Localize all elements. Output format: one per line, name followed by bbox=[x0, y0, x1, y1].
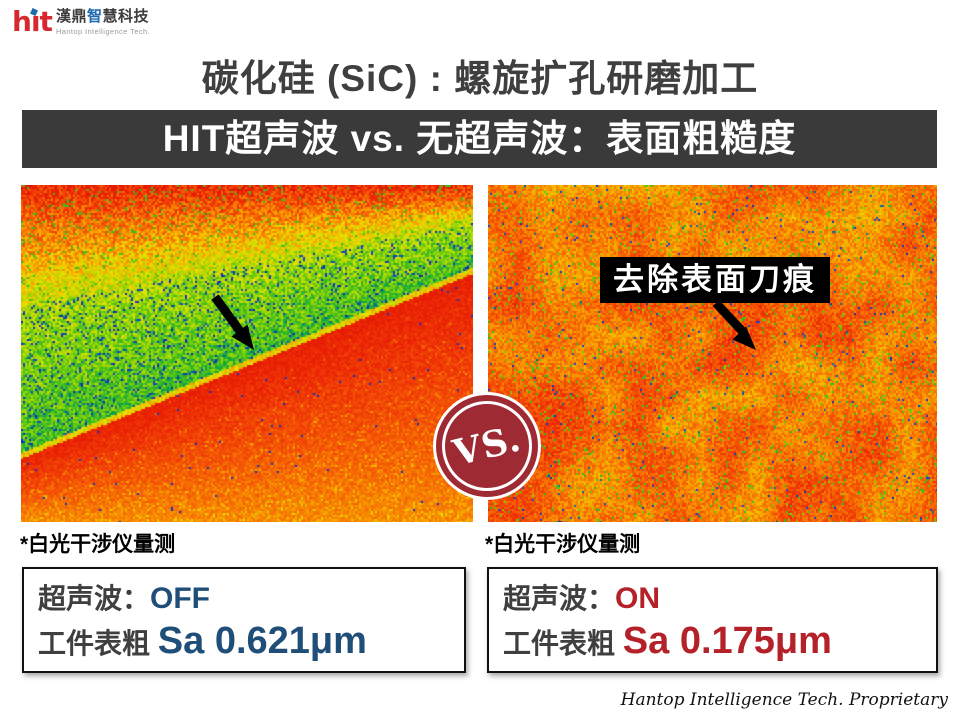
param-label: 超声波： bbox=[38, 583, 151, 614]
logo-hit-wordmark: hı t bbox=[12, 5, 53, 38]
roughness-label: 工件表粗 bbox=[503, 628, 623, 659]
logo-letter-h: h bbox=[12, 5, 32, 38]
logo-letter-t: t bbox=[39, 5, 53, 38]
ultrasonic-off-value: OFF bbox=[150, 582, 211, 615]
roughness-value-on: Sa 0.175μm bbox=[622, 620, 832, 662]
result-line-roughness: 工件表粗 Sa 0.175μm bbox=[503, 620, 926, 663]
roughness-label: 工件表粗 bbox=[38, 628, 158, 659]
annotation-scratch-removal-label: 去除表面刀痕 bbox=[600, 257, 830, 303]
micrograph-no-ultrasonic bbox=[21, 185, 473, 522]
micrograph-hit-ultrasonic: 去除表面刀痕 bbox=[488, 185, 937, 522]
logo-text-block: 漢鼎智慧科技 Hantop Intelligence Tech. bbox=[55, 8, 151, 36]
param-label: 超声波： bbox=[503, 583, 616, 614]
surface-heatmap-left bbox=[21, 185, 473, 522]
logo-english-name: Hantop Intelligence Tech. bbox=[55, 26, 151, 36]
comparison-banner: HIT超声波 vs. 无超声波：表面粗糙度 bbox=[22, 110, 937, 168]
result-line-param: 超声波： OFF bbox=[38, 577, 454, 617]
slide-title: 碳化硅 (SiC) : 螺旋扩孔研磨加工 bbox=[201, 58, 759, 99]
vs-label: VS. bbox=[448, 417, 526, 475]
ultrasonic-on-value: ON bbox=[615, 582, 661, 615]
result-line-roughness: 工件表粗 Sa 0.621μm bbox=[38, 620, 454, 663]
proprietary-footer: Hantop Intelligence Tech. Proprietary bbox=[620, 690, 948, 710]
logo-chinese-name: 漢鼎智慧科技 bbox=[55, 8, 149, 25]
comparison-area: 去除表面刀痕 VS. bbox=[21, 185, 937, 522]
caption-right-measurement: *白光干涉仪量测 bbox=[485, 533, 641, 556]
caption-left-measurement: *白光干涉仪量测 bbox=[20, 533, 176, 556]
surface-heatmap-right bbox=[488, 185, 937, 522]
result-box-ultrasonic-off: 超声波： OFF 工件表粗 Sa 0.621μm bbox=[22, 567, 466, 673]
vs-badge: VS. bbox=[433, 392, 541, 500]
company-logo: hı t 漢鼎智慧科技 Hantop Intelligence Tech. bbox=[12, 8, 150, 36]
result-line-param: 超声波： ON bbox=[503, 577, 926, 617]
logo-letter-i: ı bbox=[29, 5, 41, 38]
result-box-ultrasonic-on: 超声波： ON 工件表粗 Sa 0.175μm bbox=[487, 567, 938, 673]
roughness-value-off: Sa 0.621μm bbox=[157, 620, 367, 662]
